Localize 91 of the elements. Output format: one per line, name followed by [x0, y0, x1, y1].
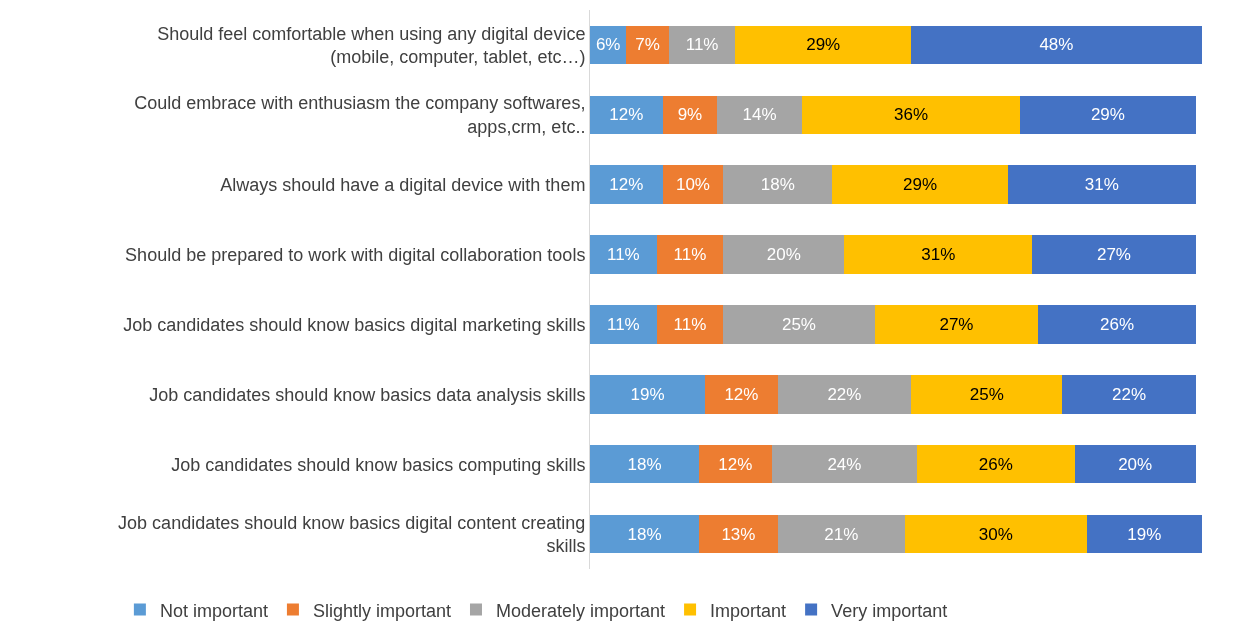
data-label: 11%: [606, 245, 640, 265]
bar: [1074, 444, 1196, 484]
bar: [699, 444, 772, 484]
data-label: 22%: [827, 384, 862, 404]
legend-label: Very important: [831, 600, 948, 621]
bar: [832, 165, 1008, 204]
data-label: 10%: [675, 175, 710, 195]
data-label: 14%: [742, 105, 777, 125]
bar: [911, 25, 1202, 65]
data-label: 9%: [677, 105, 703, 125]
legend-label: Moderately important: [495, 600, 666, 621]
data-label: 22%: [1112, 384, 1147, 404]
bar: [771, 444, 918, 484]
data-label: 11%: [673, 245, 707, 265]
legend-label: Not important: [159, 600, 268, 621]
bar: [1032, 235, 1196, 274]
data-label: 11%: [606, 314, 640, 334]
data-label: 6%: [595, 35, 621, 55]
y-tick-label: Job candidates should know basics data analysis skills: [149, 384, 586, 405]
data-label: 11%: [685, 35, 719, 55]
bar: [777, 514, 905, 554]
y-tick-label: Job candidates should know basics computing skills: [171, 454, 586, 475]
data-label: 25%: [969, 384, 1004, 404]
bar: [699, 514, 778, 554]
bar: [777, 375, 912, 414]
data-label: 20%: [1118, 454, 1153, 474]
y-tick-label: Should feel comfortable when using any digital device (mobile, computer, tablet, etc…): [157, 23, 586, 67]
bar: [717, 95, 803, 135]
bar: [662, 165, 724, 204]
bar: [656, 235, 724, 274]
bar: [917, 444, 1075, 484]
bar: [705, 375, 778, 414]
bar: [590, 165, 663, 204]
legend-label: Important: [710, 600, 787, 621]
y-tick-label: Always should have a digital device with them: [220, 174, 586, 195]
data-label: 7%: [635, 35, 660, 55]
data-label: 27%: [1096, 245, 1131, 265]
bar: [904, 514, 1087, 554]
data-label: 36%: [894, 105, 929, 125]
bar: [590, 305, 657, 344]
data-label: 12%: [609, 105, 644, 125]
bar: [1086, 514, 1202, 554]
bar: [1038, 305, 1196, 344]
bar: [723, 165, 833, 204]
data-label: 11%: [673, 314, 707, 334]
data-label: 31%: [921, 245, 956, 265]
data-label: 29%: [1090, 105, 1125, 125]
data-label: 29%: [903, 175, 938, 195]
bar: [844, 235, 1033, 274]
bar: [1020, 95, 1196, 135]
legend-label: Slightly important: [312, 600, 451, 621]
data-label: 19%: [630, 384, 665, 404]
data-label: 12%: [609, 175, 644, 195]
y-tick-label: Job candidates should know basics digital content creating skills: [118, 512, 586, 557]
bar: [668, 25, 736, 65]
bar: [590, 375, 706, 414]
data-label: 12%: [724, 384, 759, 404]
bar: [723, 235, 845, 274]
data-label: 29%: [806, 35, 841, 55]
y-tick-label: Job candidates should know basics digital marketing skills: [123, 314, 586, 335]
bar: [590, 95, 663, 135]
bar: [590, 514, 700, 554]
data-label: 30%: [978, 524, 1013, 544]
bar: [723, 305, 875, 344]
data-label: 19%: [1127, 524, 1162, 544]
bar: [590, 444, 700, 484]
bar: [626, 25, 669, 65]
bar: [802, 95, 1021, 135]
data-label: 18%: [627, 454, 662, 474]
data-label: 13%: [721, 524, 756, 544]
bar: [735, 25, 912, 65]
data-label: 20%: [766, 245, 801, 265]
bar: [656, 305, 724, 344]
y-tick-label: Should be prepared to work with digital collaboration tools: [125, 244, 586, 265]
data-label: 25%: [781, 314, 816, 334]
data-label: 24%: [827, 454, 862, 474]
bar: [1062, 375, 1196, 414]
data-label: 21%: [824, 524, 859, 544]
bar: [1007, 165, 1196, 204]
data-label: 26%: [978, 454, 1013, 474]
bar: [874, 305, 1039, 344]
data-label: 31%: [1084, 175, 1119, 195]
y-tick-label: Could embrace with enthusiasm the company softwares, apps,crm, etc..: [134, 93, 586, 137]
bar: [911, 375, 1063, 414]
data-label: 12%: [718, 454, 753, 474]
data-label: 26%: [1099, 314, 1135, 334]
data-label: 27%: [939, 314, 974, 334]
data-label: 18%: [627, 524, 662, 544]
data-label: 18%: [760, 175, 795, 195]
bar: [590, 235, 657, 274]
data-label: 48%: [1039, 35, 1074, 55]
